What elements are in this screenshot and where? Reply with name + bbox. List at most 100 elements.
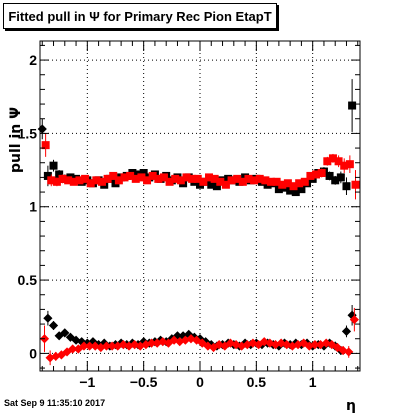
data-point — [47, 176, 56, 185]
y-axis-title: pull in Ψ — [8, 107, 24, 173]
data-point — [274, 185, 283, 194]
data-point — [193, 174, 202, 183]
data-point — [291, 188, 300, 197]
data-point — [295, 179, 304, 188]
data-point — [158, 337, 168, 347]
data-point — [278, 180, 287, 189]
data-point — [340, 161, 349, 170]
data-point — [341, 326, 352, 336]
data-point — [244, 174, 253, 183]
data-point — [289, 182, 298, 191]
data-point — [99, 338, 109, 348]
data-point — [238, 177, 247, 186]
data-point — [272, 177, 281, 186]
data-point — [325, 171, 334, 180]
data-point — [220, 341, 230, 351]
data-point — [37, 124, 47, 134]
data-point — [143, 176, 152, 185]
data-point — [351, 180, 360, 189]
data-point — [93, 340, 104, 350]
data-point — [323, 157, 332, 166]
data-point — [328, 154, 337, 163]
data-point — [345, 160, 354, 169]
data-point — [69, 177, 78, 186]
data-point — [300, 177, 309, 186]
data-point — [293, 340, 303, 350]
data-point — [206, 340, 216, 350]
data-point — [154, 174, 163, 183]
data-point — [52, 177, 61, 186]
data-point — [101, 341, 112, 351]
data-point — [210, 174, 219, 183]
data-point — [148, 171, 157, 180]
chart-title: Fitted pull in Ψ for Primary Rec Pion Et… — [8, 8, 272, 24]
series-3 — [37, 118, 357, 356]
data-point — [55, 170, 64, 179]
data-point — [141, 340, 151, 350]
data-point — [84, 341, 95, 351]
data-point — [227, 176, 236, 185]
data-point — [172, 331, 183, 341]
data-point — [165, 177, 174, 186]
data-points — [37, 79, 360, 366]
data-point — [113, 341, 123, 351]
data-point — [49, 161, 58, 170]
data-point — [43, 171, 52, 180]
data-point — [342, 182, 351, 191]
data-point — [197, 338, 207, 348]
data-point — [207, 180, 216, 189]
data-point — [126, 171, 135, 180]
data-point — [48, 320, 59, 331]
data-point — [306, 171, 315, 180]
data-point — [188, 174, 197, 183]
data-point — [265, 338, 275, 348]
data-point — [137, 173, 146, 182]
data-point — [214, 340, 224, 350]
data-point — [348, 101, 357, 110]
timestamp-label: Sat Sep 9 11:35:10 2017 — [4, 398, 106, 408]
data-point — [124, 341, 134, 351]
data-point — [58, 174, 67, 183]
data-point — [75, 176, 84, 185]
data-point — [51, 351, 61, 361]
data-point — [109, 171, 118, 180]
data-point — [317, 169, 326, 177]
data-point — [270, 340, 281, 350]
data-point — [139, 337, 149, 347]
data-point — [283, 179, 292, 188]
data-point — [344, 347, 354, 357]
data-point — [299, 338, 309, 348]
data-point — [82, 338, 92, 348]
data-point — [248, 338, 258, 348]
data-point — [321, 338, 331, 348]
data-point — [250, 176, 259, 185]
data-point — [261, 176, 270, 185]
data-point — [120, 173, 129, 182]
data-point — [212, 182, 221, 191]
y-tick-label: 1.5 — [18, 125, 38, 141]
data-point — [176, 176, 185, 185]
data-point — [41, 141, 50, 150]
data-point — [139, 169, 148, 177]
data-point — [201, 337, 211, 347]
data-point — [205, 173, 214, 182]
data-point — [297, 185, 306, 194]
data-point — [334, 157, 343, 166]
data-point — [77, 337, 87, 347]
data-point — [43, 313, 53, 323]
series-2 — [41, 133, 360, 200]
y-tick-label: 1 — [29, 199, 37, 215]
data-point — [276, 338, 286, 348]
data-point — [159, 173, 168, 182]
data-point — [315, 340, 326, 350]
data-point — [60, 328, 70, 338]
data-point — [62, 347, 72, 357]
x-tick-label: 1 — [309, 374, 317, 390]
data-point — [79, 341, 89, 351]
y-tick-label: 0.5 — [18, 272, 38, 288]
data-point — [286, 186, 295, 195]
data-point — [97, 177, 106, 186]
x-axis-title: η — [346, 398, 356, 414]
data-point — [242, 340, 252, 350]
data-point — [199, 177, 208, 186]
